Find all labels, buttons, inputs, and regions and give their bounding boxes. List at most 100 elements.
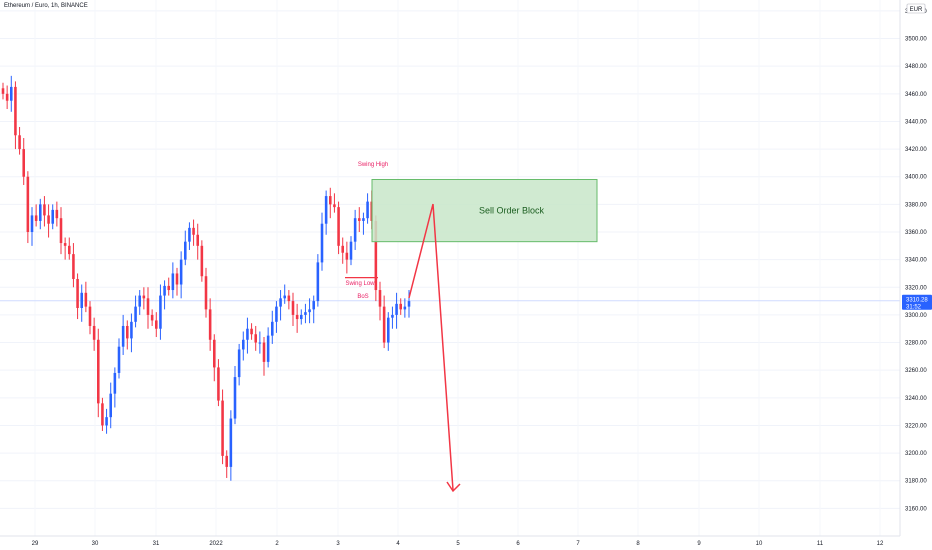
- candle: [196, 234, 199, 246]
- price-badge-countdown: 31:52: [906, 305, 922, 311]
- candle: [121, 325, 125, 347]
- x-tick-label: 12: [877, 541, 884, 547]
- y-tick-label: 3400.00: [905, 175, 927, 181]
- candle: [88, 306, 92, 326]
- y-tick-label: 3380.00: [905, 202, 927, 208]
- candle: [225, 455, 228, 467]
- swing-low-label: Swing Low: [345, 281, 375, 287]
- candle: [167, 285, 170, 291]
- candle: [266, 335, 270, 362]
- candle: [159, 295, 162, 329]
- x-tick-label: 30: [92, 541, 99, 547]
- candle: [22, 149, 25, 177]
- y-tick-label: 3460.00: [905, 92, 927, 98]
- candle: [175, 273, 179, 285]
- candle: [395, 303, 398, 315]
- candle: [403, 306, 407, 310]
- candle: [358, 218, 361, 221]
- candle: [109, 393, 112, 418]
- candle: [1, 88, 5, 94]
- currency-badge-label: EUR: [910, 7, 923, 13]
- candle: [138, 295, 141, 307]
- candle: [113, 372, 117, 394]
- candle: [150, 314, 154, 321]
- price-badge-value: 3310.28: [906, 298, 928, 304]
- x-tick-label: 7: [576, 541, 580, 547]
- candle: [246, 328, 249, 340]
- y-tick-label: 3240.00: [905, 396, 927, 402]
- candle: [117, 346, 121, 373]
- candle: [391, 314, 394, 318]
- candle: [304, 312, 307, 315]
- x-tick-label: 8: [636, 541, 640, 547]
- candle: [221, 400, 224, 456]
- x-tick-label: 10: [756, 541, 763, 547]
- y-tick-label: 3360.00: [905, 230, 927, 236]
- candle: [329, 196, 332, 205]
- candle: [387, 317, 390, 343]
- candle: [258, 342, 262, 344]
- y-tick-label: 3200.00: [905, 451, 927, 457]
- candle: [43, 204, 46, 216]
- candle: [208, 309, 212, 340]
- projection-path: [408, 203, 454, 491]
- candle: [63, 243, 67, 246]
- candle: [192, 227, 195, 235]
- candle: [237, 349, 241, 378]
- y-tick-label: 3420.00: [905, 147, 927, 153]
- candle: [362, 218, 365, 221]
- candle: [171, 273, 175, 291]
- y-tick-label: 3480.00: [905, 64, 927, 70]
- price-axis-bg: [900, 0, 932, 550]
- candle: [101, 403, 104, 426]
- candle: [275, 306, 278, 322]
- x-tick-label: 5: [456, 541, 460, 547]
- order-block-label: Sell Order Block: [479, 206, 545, 216]
- y-tick-label: 3180.00: [905, 479, 927, 485]
- y-tick-label: 3440.00: [905, 119, 927, 125]
- candle: [312, 301, 315, 310]
- candle: [213, 339, 216, 368]
- candle: [337, 207, 340, 246]
- candle: [30, 215, 34, 232]
- y-tick-label: 3260.00: [905, 368, 927, 374]
- candle: [366, 201, 369, 219]
- candle: [374, 220, 378, 291]
- candle: [279, 298, 282, 307]
- candle: [97, 339, 100, 404]
- sell-order-block: [371, 178, 598, 243]
- y-tick-label: 3300.00: [905, 313, 927, 319]
- bos-label: BoS: [357, 294, 368, 300]
- candle: [333, 204, 336, 208]
- candle: [308, 309, 311, 313]
- y-tick-label: 3160.00: [905, 506, 927, 512]
- candle: [84, 292, 88, 307]
- x-tick-label: 6: [516, 541, 520, 547]
- candle: [378, 290, 382, 307]
- candle: [217, 367, 220, 401]
- candle: [34, 215, 38, 221]
- candle: [200, 245, 204, 277]
- x-tick-label: 3: [336, 541, 340, 547]
- grid: [0, 10, 900, 509]
- candle: [68, 245, 71, 255]
- candle: [271, 321, 274, 336]
- candle: [51, 209, 54, 224]
- y-tick-label: 3280.00: [905, 341, 927, 347]
- candle: [341, 245, 344, 253]
- candle: [179, 259, 183, 285]
- candle: [262, 342, 266, 362]
- candle: [76, 278, 79, 308]
- candles: [1, 75, 411, 481]
- price-badge: [902, 294, 932, 310]
- candle: [316, 262, 320, 302]
- candle: [92, 325, 96, 340]
- swing-high-label: Swing High: [358, 162, 388, 168]
- candle: [324, 196, 328, 224]
- candle: [229, 418, 233, 467]
- candle: [287, 295, 291, 302]
- candle: [349, 241, 353, 260]
- x-tick-label: 9: [697, 541, 701, 547]
